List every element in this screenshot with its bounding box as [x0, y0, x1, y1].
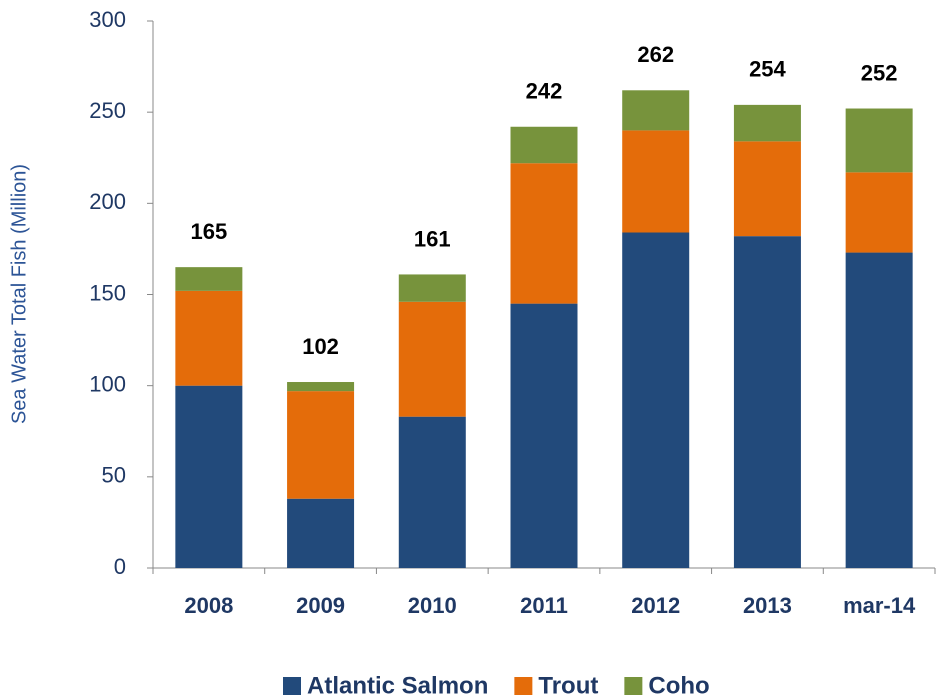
- bar-segment: [622, 232, 690, 569]
- legend-swatch: [283, 677, 301, 695]
- bar-segment: [398, 274, 466, 302]
- bar-segment: [287, 498, 355, 568]
- x-tick-label: 2012: [631, 593, 680, 618]
- x-tick-label: 2010: [408, 593, 457, 618]
- bar-segment: [175, 290, 243, 386]
- y-tick-label: 100: [89, 371, 126, 396]
- bar-segment: [398, 301, 466, 417]
- x-tick-label: 2013: [743, 593, 792, 618]
- bar-segment: [175, 267, 243, 291]
- total-label: 262: [637, 42, 674, 67]
- y-tick-label: 50: [102, 463, 126, 488]
- total-label: 252: [861, 60, 898, 85]
- x-tick-label: 2008: [184, 593, 233, 618]
- bar-segment: [622, 130, 690, 233]
- x-tick-label: 2011: [520, 593, 568, 618]
- bar-segment: [287, 391, 355, 499]
- bar-segment: [845, 252, 913, 568]
- y-tick-label: 200: [89, 189, 126, 214]
- legend-label: Atlantic Salmon: [307, 672, 488, 698]
- legend-label: Coho: [648, 672, 709, 698]
- total-label: 102: [302, 334, 339, 359]
- total-label: 165: [190, 219, 227, 244]
- y-tick-label: 300: [89, 7, 126, 32]
- bar-segment: [622, 90, 690, 131]
- y-tick-label: 250: [89, 98, 126, 123]
- legend-swatch: [514, 677, 533, 695]
- total-label: 161: [414, 226, 451, 251]
- x-tick-label: mar-14: [843, 593, 916, 618]
- bar-segment: [845, 172, 913, 253]
- bar-segment: [733, 104, 801, 142]
- bar-segment: [733, 236, 801, 569]
- bar-segment: [845, 108, 913, 173]
- y-tick-label: 0: [114, 554, 126, 579]
- x-tick-label: 2009: [296, 593, 345, 618]
- bar-segment: [510, 126, 578, 164]
- bar-segment: [510, 163, 578, 304]
- bar-segment: [175, 385, 243, 568]
- legend-label: Trout: [538, 672, 598, 698]
- y-axis-label: Sea Water Total Fish (Million): [8, 164, 30, 424]
- bar-segment: [398, 416, 466, 568]
- bar-segment: [733, 141, 801, 237]
- total-label: 242: [526, 79, 563, 104]
- y-tick-label: 150: [89, 280, 126, 305]
- bar-segment: [510, 303, 578, 568]
- legend-swatch: [624, 677, 643, 695]
- total-label: 254: [749, 57, 786, 82]
- bar-segment: [287, 382, 355, 392]
